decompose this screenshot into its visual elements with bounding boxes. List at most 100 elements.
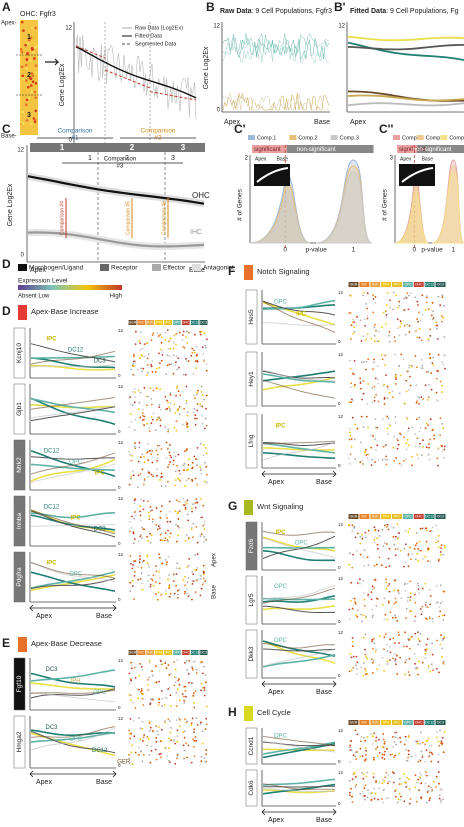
heat-dot xyxy=(165,747,167,749)
gene-curve xyxy=(262,299,336,311)
heat-dot xyxy=(151,334,154,336)
heat-dot xyxy=(134,514,137,517)
category-swatch xyxy=(18,305,27,320)
heat-dot xyxy=(392,637,395,639)
heat-dot xyxy=(158,403,161,406)
heat-dot xyxy=(348,523,350,526)
heat-dot xyxy=(355,664,357,667)
label: 0 xyxy=(283,247,287,254)
heat-dot xyxy=(386,397,389,400)
label: Comparison xyxy=(104,157,136,163)
heat-dot xyxy=(405,617,407,620)
gene-box xyxy=(245,413,258,469)
column-header xyxy=(359,720,370,725)
column-header xyxy=(381,282,392,287)
heat-dot xyxy=(174,484,176,487)
gene-name: Lgr5 xyxy=(248,593,255,606)
heat-dot xyxy=(177,593,180,596)
heat-dot xyxy=(365,360,368,363)
heat-dot xyxy=(158,352,160,355)
heat-dot xyxy=(139,555,142,557)
heat-dot xyxy=(188,660,191,662)
heat-dot xyxy=(421,367,424,370)
heat-dot xyxy=(374,438,377,440)
heat-dot xyxy=(348,791,351,794)
heat-dot xyxy=(202,672,204,675)
heat-dot xyxy=(373,396,376,399)
heat-dot xyxy=(151,461,154,464)
heat-dot xyxy=(137,460,140,463)
label: Apex xyxy=(268,479,284,486)
heat-dot xyxy=(428,353,431,355)
heat-dot xyxy=(394,353,396,356)
column-header xyxy=(402,720,413,725)
heat-dot xyxy=(414,544,417,547)
heat-dot xyxy=(421,445,424,448)
heat-dot xyxy=(428,751,431,754)
heat-dot xyxy=(150,453,153,455)
heat-dot xyxy=(418,396,421,399)
heat-dot xyxy=(204,417,207,420)
heat-dot xyxy=(430,314,433,317)
heat-dot xyxy=(194,506,197,509)
heat-dot xyxy=(410,455,413,458)
heat-dot xyxy=(398,752,401,755)
heat-dot xyxy=(404,529,407,532)
heat-dot xyxy=(192,573,195,576)
heat-dot xyxy=(354,536,357,539)
heat-dot xyxy=(156,730,159,732)
column-header xyxy=(155,650,164,655)
heat-dot xyxy=(421,587,424,590)
heat-dot xyxy=(138,441,141,444)
heat-dot xyxy=(394,653,397,656)
heat-dot xyxy=(417,638,420,640)
heat-dot xyxy=(199,575,202,577)
heat-dot xyxy=(164,339,167,342)
heat-dot xyxy=(395,294,397,297)
heat-dot xyxy=(392,746,394,748)
heat-dot xyxy=(174,479,177,481)
heat-dot xyxy=(370,464,373,466)
heat-dot xyxy=(407,596,409,599)
cochlea-dot xyxy=(25,98,29,102)
heat-dot xyxy=(351,607,354,610)
heat-dot xyxy=(417,395,419,398)
heat-dot xyxy=(414,296,417,299)
heat-dot xyxy=(133,570,136,573)
cell-label: IPC xyxy=(296,311,307,317)
heat-dot xyxy=(167,555,170,558)
heat-dot xyxy=(394,340,397,343)
heat-dot xyxy=(173,451,176,454)
heat-dot xyxy=(363,598,366,601)
heat-dot xyxy=(138,675,141,677)
heat-dot xyxy=(408,639,410,641)
heat-dot xyxy=(394,754,396,757)
heat-dot xyxy=(193,394,195,397)
heat-dot xyxy=(155,681,158,684)
column-label: OHC xyxy=(415,720,423,724)
heat-dot xyxy=(196,359,199,362)
heat-dot xyxy=(160,510,162,513)
label: 0 xyxy=(69,138,73,144)
column-header xyxy=(413,720,424,725)
heat-dot xyxy=(366,673,369,675)
heat-dot xyxy=(441,391,443,394)
heat-dot xyxy=(159,424,162,427)
heat-dot xyxy=(389,299,391,302)
heat-dot xyxy=(359,319,362,322)
heat-dot xyxy=(383,398,386,400)
heat-dot xyxy=(159,516,162,519)
segment xyxy=(149,91,197,101)
heat-dot xyxy=(169,402,172,405)
heat-dot xyxy=(366,771,369,774)
heat-dot xyxy=(378,535,381,537)
heat-dot xyxy=(195,458,197,460)
heat-dot xyxy=(350,787,352,790)
heat-dot xyxy=(176,740,179,743)
heat-dot xyxy=(158,582,161,585)
heat-dot xyxy=(418,592,420,594)
heat-dot xyxy=(132,564,134,566)
heat-dot xyxy=(148,661,151,664)
heat-dot xyxy=(416,300,419,303)
column-header xyxy=(370,514,381,519)
